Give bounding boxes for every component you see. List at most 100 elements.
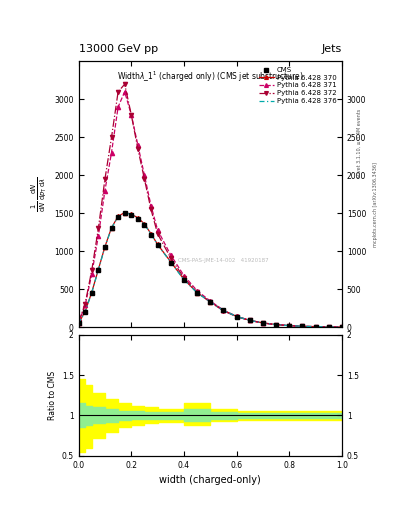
Pythia 6.428 376 — [300, 323, 305, 329]
Pythia 6.428 370 — [326, 324, 331, 330]
Pythia 6.428 376 — [274, 322, 278, 328]
Pythia 6.428 372 — [155, 231, 160, 237]
Pythia 6.428 371 — [261, 320, 265, 326]
Pythia 6.428 370 — [136, 215, 140, 221]
Text: mcplots.cern.ch [arXiv:1306.3436]: mcplots.cern.ch [arXiv:1306.3436] — [373, 162, 378, 247]
Pythia 6.428 376 — [234, 313, 239, 319]
CMS — [195, 290, 200, 296]
Pythia 6.428 372 — [76, 319, 81, 325]
Pythia 6.428 371 — [168, 252, 173, 258]
Pythia 6.428 376 — [76, 321, 81, 327]
Line: Pythia 6.428 370: Pythia 6.428 370 — [77, 210, 344, 329]
Pythia 6.428 376 — [116, 214, 120, 220]
Pythia 6.428 372 — [261, 320, 265, 326]
Pythia 6.428 372 — [142, 176, 147, 182]
Pythia 6.428 372 — [208, 299, 213, 305]
Pythia 6.428 372 — [96, 225, 101, 231]
Pythia 6.428 371 — [83, 302, 88, 308]
Pythia 6.428 370 — [182, 276, 186, 283]
Y-axis label: $\frac{1}{\mathrm{d}N}\,\frac{\mathrm{d}N}{\mathrm{d}p_\mathrm{T}\,\mathrm{d}\la: $\frac{1}{\mathrm{d}N}\,\frac{\mathrm{d}… — [29, 177, 49, 212]
Pythia 6.428 372 — [90, 267, 94, 273]
Line: Pythia 6.428 372: Pythia 6.428 372 — [77, 82, 344, 329]
Pythia 6.428 376 — [83, 309, 88, 315]
Pythia 6.428 372 — [129, 112, 134, 118]
Line: CMS: CMS — [76, 211, 344, 330]
CMS — [234, 313, 239, 319]
Pythia 6.428 372 — [122, 81, 127, 87]
Pythia 6.428 370 — [234, 313, 239, 319]
Pythia 6.428 370 — [90, 289, 94, 295]
Line: Pythia 6.428 371: Pythia 6.428 371 — [77, 90, 344, 329]
CMS — [313, 324, 318, 330]
Pythia 6.428 370 — [149, 231, 153, 237]
CMS — [136, 216, 140, 222]
CMS — [155, 242, 160, 248]
Pythia 6.428 376 — [122, 210, 127, 216]
Pythia 6.428 376 — [195, 290, 200, 296]
Pythia 6.428 370 — [208, 298, 213, 305]
Pythia 6.428 371 — [326, 324, 331, 330]
Line: Pythia 6.428 376: Pythia 6.428 376 — [79, 213, 342, 327]
Pythia 6.428 371 — [76, 319, 81, 326]
Pythia 6.428 376 — [155, 242, 160, 248]
CMS — [221, 307, 226, 313]
Pythia 6.428 370 — [287, 323, 292, 329]
Pythia 6.428 372 — [136, 146, 140, 152]
Pythia 6.428 370 — [109, 225, 114, 231]
Pythia 6.428 376 — [90, 290, 94, 296]
CMS — [248, 317, 252, 324]
Pythia 6.428 371 — [208, 298, 213, 304]
Y-axis label: Ratio to CMS: Ratio to CMS — [48, 371, 57, 420]
Pythia 6.428 371 — [182, 272, 186, 279]
Pythia 6.428 370 — [122, 209, 127, 216]
Pythia 6.428 376 — [221, 307, 226, 313]
Pythia 6.428 370 — [168, 259, 173, 265]
Pythia 6.428 371 — [142, 172, 147, 178]
CMS — [300, 323, 305, 329]
Pythia 6.428 371 — [313, 324, 318, 330]
Pythia 6.428 370 — [300, 323, 305, 329]
Pythia 6.428 370 — [116, 213, 120, 219]
Pythia 6.428 372 — [83, 301, 88, 307]
Pythia 6.428 371 — [96, 233, 101, 239]
Pythia 6.428 376 — [103, 244, 107, 250]
Pythia 6.428 372 — [109, 134, 114, 140]
Text: 13000 GeV pp: 13000 GeV pp — [79, 44, 158, 54]
Legend: CMS, Pythia 6.428 370, Pythia 6.428 371, Pythia 6.428 372, Pythia 6.428 376: CMS, Pythia 6.428 370, Pythia 6.428 371,… — [257, 65, 338, 106]
Pythia 6.428 370 — [195, 290, 200, 296]
Pythia 6.428 372 — [340, 324, 344, 330]
Text: Rivet 3.1.10, ≥ 3.4M events: Rivet 3.1.10, ≥ 3.4M events — [357, 109, 362, 178]
Pythia 6.428 376 — [96, 267, 101, 273]
Pythia 6.428 372 — [300, 323, 305, 329]
CMS — [142, 222, 147, 228]
CMS — [208, 299, 213, 305]
Pythia 6.428 371 — [234, 313, 239, 319]
CMS — [326, 324, 331, 330]
CMS — [76, 321, 81, 327]
Pythia 6.428 372 — [149, 206, 153, 212]
Pythia 6.428 372 — [313, 324, 318, 330]
Pythia 6.428 372 — [274, 322, 278, 328]
Pythia 6.428 371 — [122, 89, 127, 95]
Pythia 6.428 371 — [221, 307, 226, 313]
Pythia 6.428 371 — [195, 288, 200, 294]
Pythia 6.428 371 — [287, 323, 292, 329]
Pythia 6.428 372 — [234, 314, 239, 320]
Pythia 6.428 371 — [103, 187, 107, 194]
CMS — [109, 225, 114, 231]
Pythia 6.428 372 — [221, 308, 226, 314]
Pythia 6.428 376 — [326, 324, 331, 330]
CMS — [261, 320, 265, 326]
Pythia 6.428 371 — [149, 203, 153, 209]
Pythia 6.428 370 — [96, 266, 101, 272]
Pythia 6.428 370 — [103, 244, 107, 250]
Pythia 6.428 376 — [340, 324, 344, 330]
Pythia 6.428 371 — [300, 323, 305, 329]
Pythia 6.428 370 — [129, 211, 134, 217]
Pythia 6.428 370 — [76, 321, 81, 327]
CMS — [96, 267, 101, 273]
X-axis label: width (charged-only): width (charged-only) — [160, 475, 261, 485]
Pythia 6.428 372 — [287, 323, 292, 329]
Pythia 6.428 376 — [129, 211, 134, 218]
Pythia 6.428 371 — [116, 104, 120, 110]
